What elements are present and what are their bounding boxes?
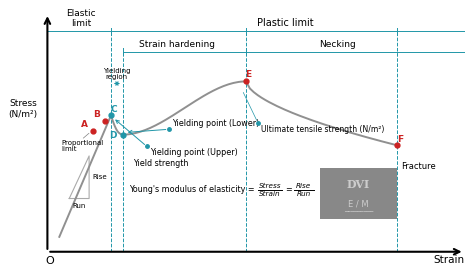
Text: =: = (285, 186, 292, 195)
Text: Stress: Stress (259, 183, 281, 189)
Text: Proportional
limit: Proportional limit (61, 140, 103, 152)
Text: Yielding point (Lower): Yielding point (Lower) (172, 119, 259, 128)
Text: Run: Run (73, 203, 86, 209)
Text: B: B (93, 110, 100, 119)
Text: Strain: Strain (259, 191, 281, 197)
Text: Fracture: Fracture (401, 162, 436, 171)
Text: A: A (81, 120, 88, 129)
Text: Strain: Strain (433, 255, 465, 265)
Text: Necking: Necking (319, 41, 356, 50)
Text: F: F (397, 135, 403, 144)
Text: Plastic limit: Plastic limit (257, 18, 314, 28)
Text: Run: Run (297, 191, 311, 197)
Text: Rise: Rise (92, 174, 107, 180)
Text: Yielding point (Upper): Yielding point (Upper) (150, 148, 237, 157)
Text: Stress
(N/m²): Stress (N/m²) (9, 99, 37, 119)
Text: C: C (110, 105, 117, 114)
Text: Ultimate tensile strength (N/m²): Ultimate tensile strength (N/m²) (261, 125, 384, 134)
Text: ─────────: ───────── (344, 210, 373, 215)
Text: E / M: E / M (348, 199, 369, 208)
Text: Yield strength: Yield strength (133, 159, 188, 168)
FancyBboxPatch shape (319, 168, 397, 219)
Text: Young's modulus of elasticity =: Young's modulus of elasticity = (129, 186, 255, 195)
Text: E: E (245, 70, 251, 79)
Text: DVI: DVI (346, 179, 370, 190)
Text: Yielding
region: Yielding region (103, 68, 131, 80)
Text: D: D (109, 131, 117, 140)
Text: O: O (45, 256, 54, 265)
Text: Elastic
limit: Elastic limit (66, 9, 96, 28)
Text: Strain hardening: Strain hardening (138, 41, 215, 50)
Text: Rise: Rise (296, 183, 311, 189)
